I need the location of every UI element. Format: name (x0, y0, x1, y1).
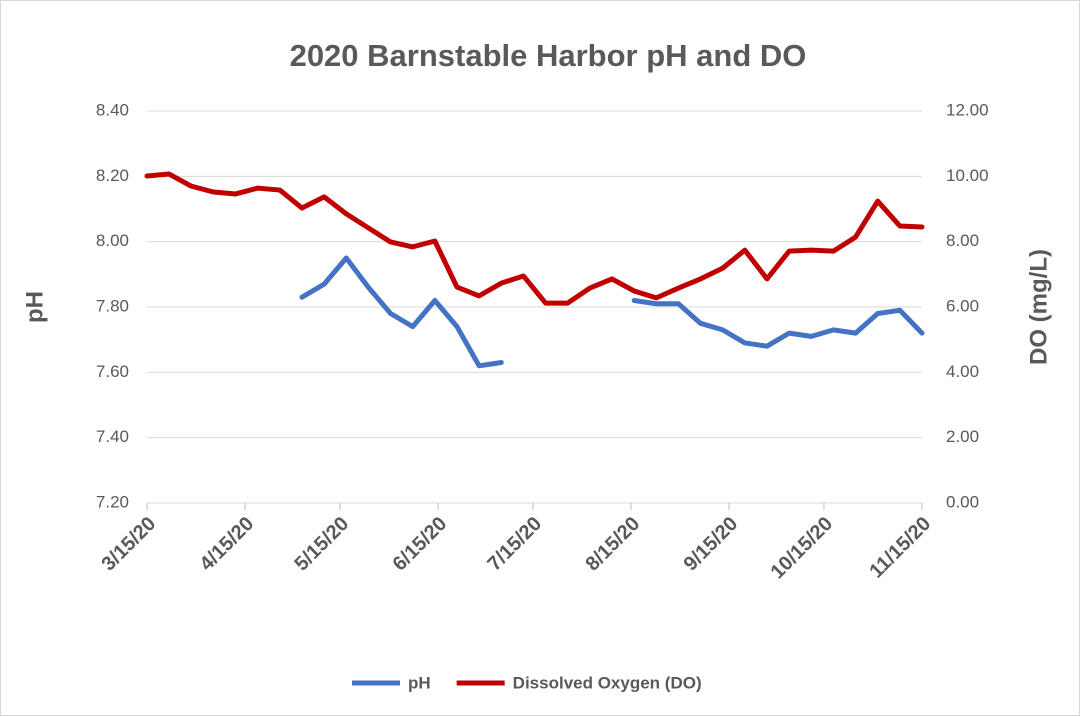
y-tick-label: 8.20 (96, 166, 129, 185)
y-tick-label: 7.20 (96, 492, 129, 511)
y2-tick-label: 0.00 (946, 492, 979, 511)
y-tick-label: 8.00 (96, 231, 129, 250)
data-line (631, 297, 925, 349)
y-tick-label: 7.80 (96, 296, 129, 315)
y2-tick-label: 10.00 (946, 166, 989, 185)
y-tick-label: 7.60 (96, 362, 129, 381)
y2-tick-label: 8.00 (946, 231, 979, 250)
legend-label: pH (408, 673, 431, 692)
y-axis-title: pH (21, 291, 48, 323)
y2-tick-label: 12.00 (946, 100, 989, 119)
chart-title: 2020 Barnstable Harbor pH and DO (290, 38, 807, 73)
y2-tick-label: 4.00 (946, 362, 979, 381)
y-tick-label: 8.40 (96, 100, 129, 119)
data-line (299, 255, 504, 369)
y2-tick-label: 2.00 (946, 427, 979, 446)
y2-axis-title: DO (mg/L) (1025, 249, 1052, 365)
y-tick-label: 7.40 (96, 427, 129, 446)
data-line (144, 171, 925, 306)
legend-label: Dissolved Oxygen (DO) (513, 673, 702, 692)
y2-tick-label: 6.00 (946, 296, 979, 315)
